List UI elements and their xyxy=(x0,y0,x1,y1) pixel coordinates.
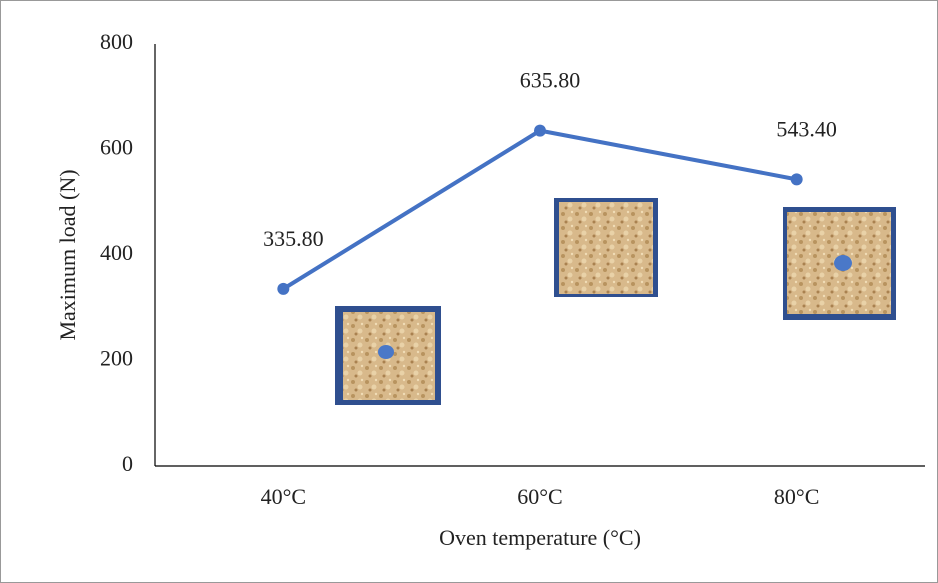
y-axis-title: Maximum load (N) xyxy=(55,169,80,340)
photo-40-hole xyxy=(378,345,394,359)
photo-80-hole xyxy=(834,255,852,271)
y-tick-label: 400 xyxy=(100,240,133,265)
x-tick-label: 80°C xyxy=(774,484,819,509)
data-point xyxy=(534,124,546,137)
photo-60-sample xyxy=(559,202,653,294)
y-tick-label: 600 xyxy=(100,135,133,160)
x-tick-label: 60°C xyxy=(517,484,562,509)
data-point xyxy=(790,173,803,186)
data-label: 543.40 xyxy=(776,116,837,141)
data-point xyxy=(277,282,290,295)
sample-photos xyxy=(335,198,896,405)
y-tick-label: 200 xyxy=(100,346,133,371)
y-tick-label: 800 xyxy=(100,29,133,54)
x-tick-label: 40°C xyxy=(261,484,306,509)
data-label: 635.80 xyxy=(520,68,581,93)
y-tick-label: 0 xyxy=(122,451,133,476)
data-label: 335.80 xyxy=(263,226,324,251)
x-axis-title: Oven temperature (°C) xyxy=(439,525,641,550)
